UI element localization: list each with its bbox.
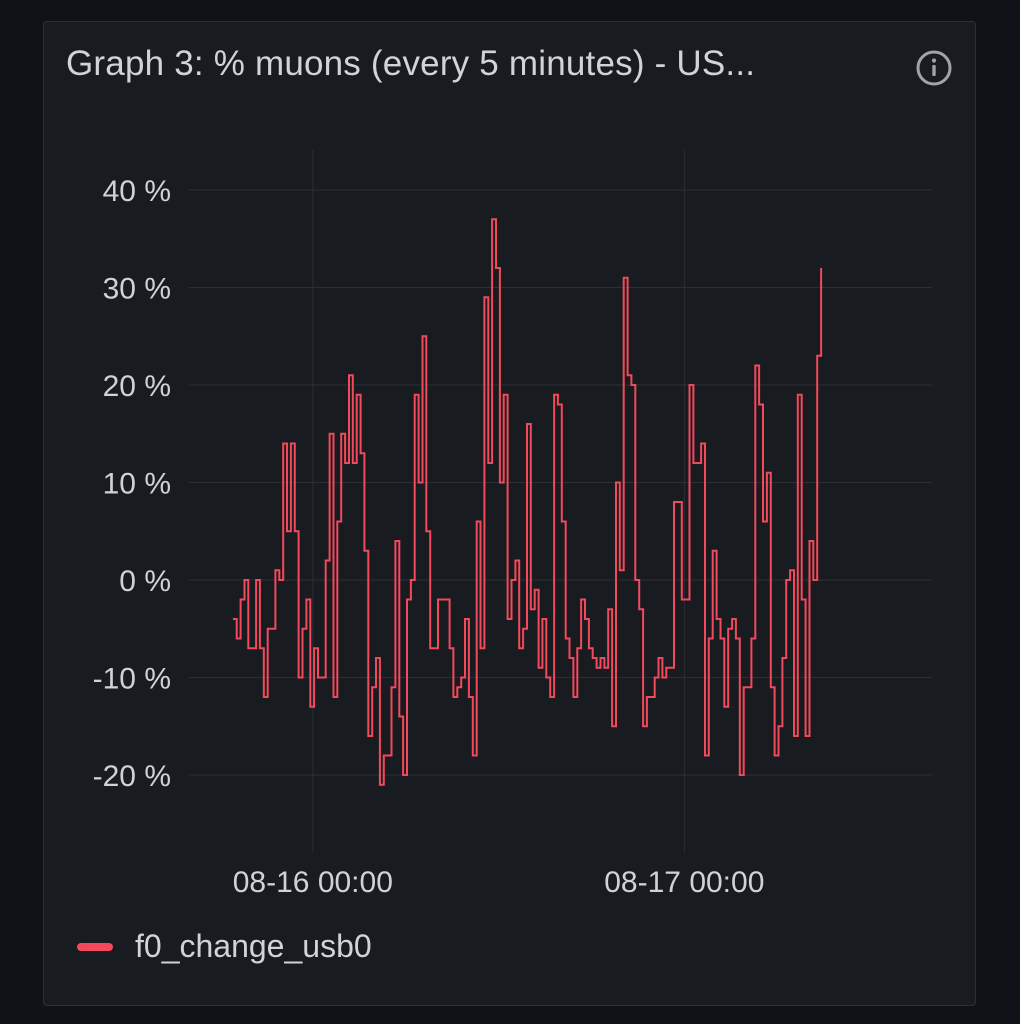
y-tick-label: -10 % [93,663,171,696]
chart-area[interactable]: 40 % 30 % 20 % 10 % 0 % -10 % -20 % 08-16 00:00… [44,22,977,922]
legend-item[interactable]: f0_change_usb0 [77,928,372,965]
y-tick-label: 0 % [119,565,171,598]
panel-title[interactable]: Graph 3: % muons (every 5 minutes) - US.… [66,44,756,83]
graph-panel: Graph 3: % muons (every 5 minutes) - US.… [43,21,976,1006]
legend-label: f0_change_usb0 [135,928,372,964]
y-tick-label: -20 % [93,760,171,793]
legend-swatch [77,942,113,951]
info-circle-icon[interactable] [914,48,954,88]
y-tick-label: 40 % [103,175,171,208]
y-tick-label: 20 % [103,370,171,403]
x-tick-label: 08-17 00:00 [604,866,764,899]
x-tick-label: 08-16 00:00 [233,866,393,899]
series-line [232,218,823,786]
y-tick-label: 10 % [103,468,171,501]
y-tick-label: 30 % [103,273,171,306]
